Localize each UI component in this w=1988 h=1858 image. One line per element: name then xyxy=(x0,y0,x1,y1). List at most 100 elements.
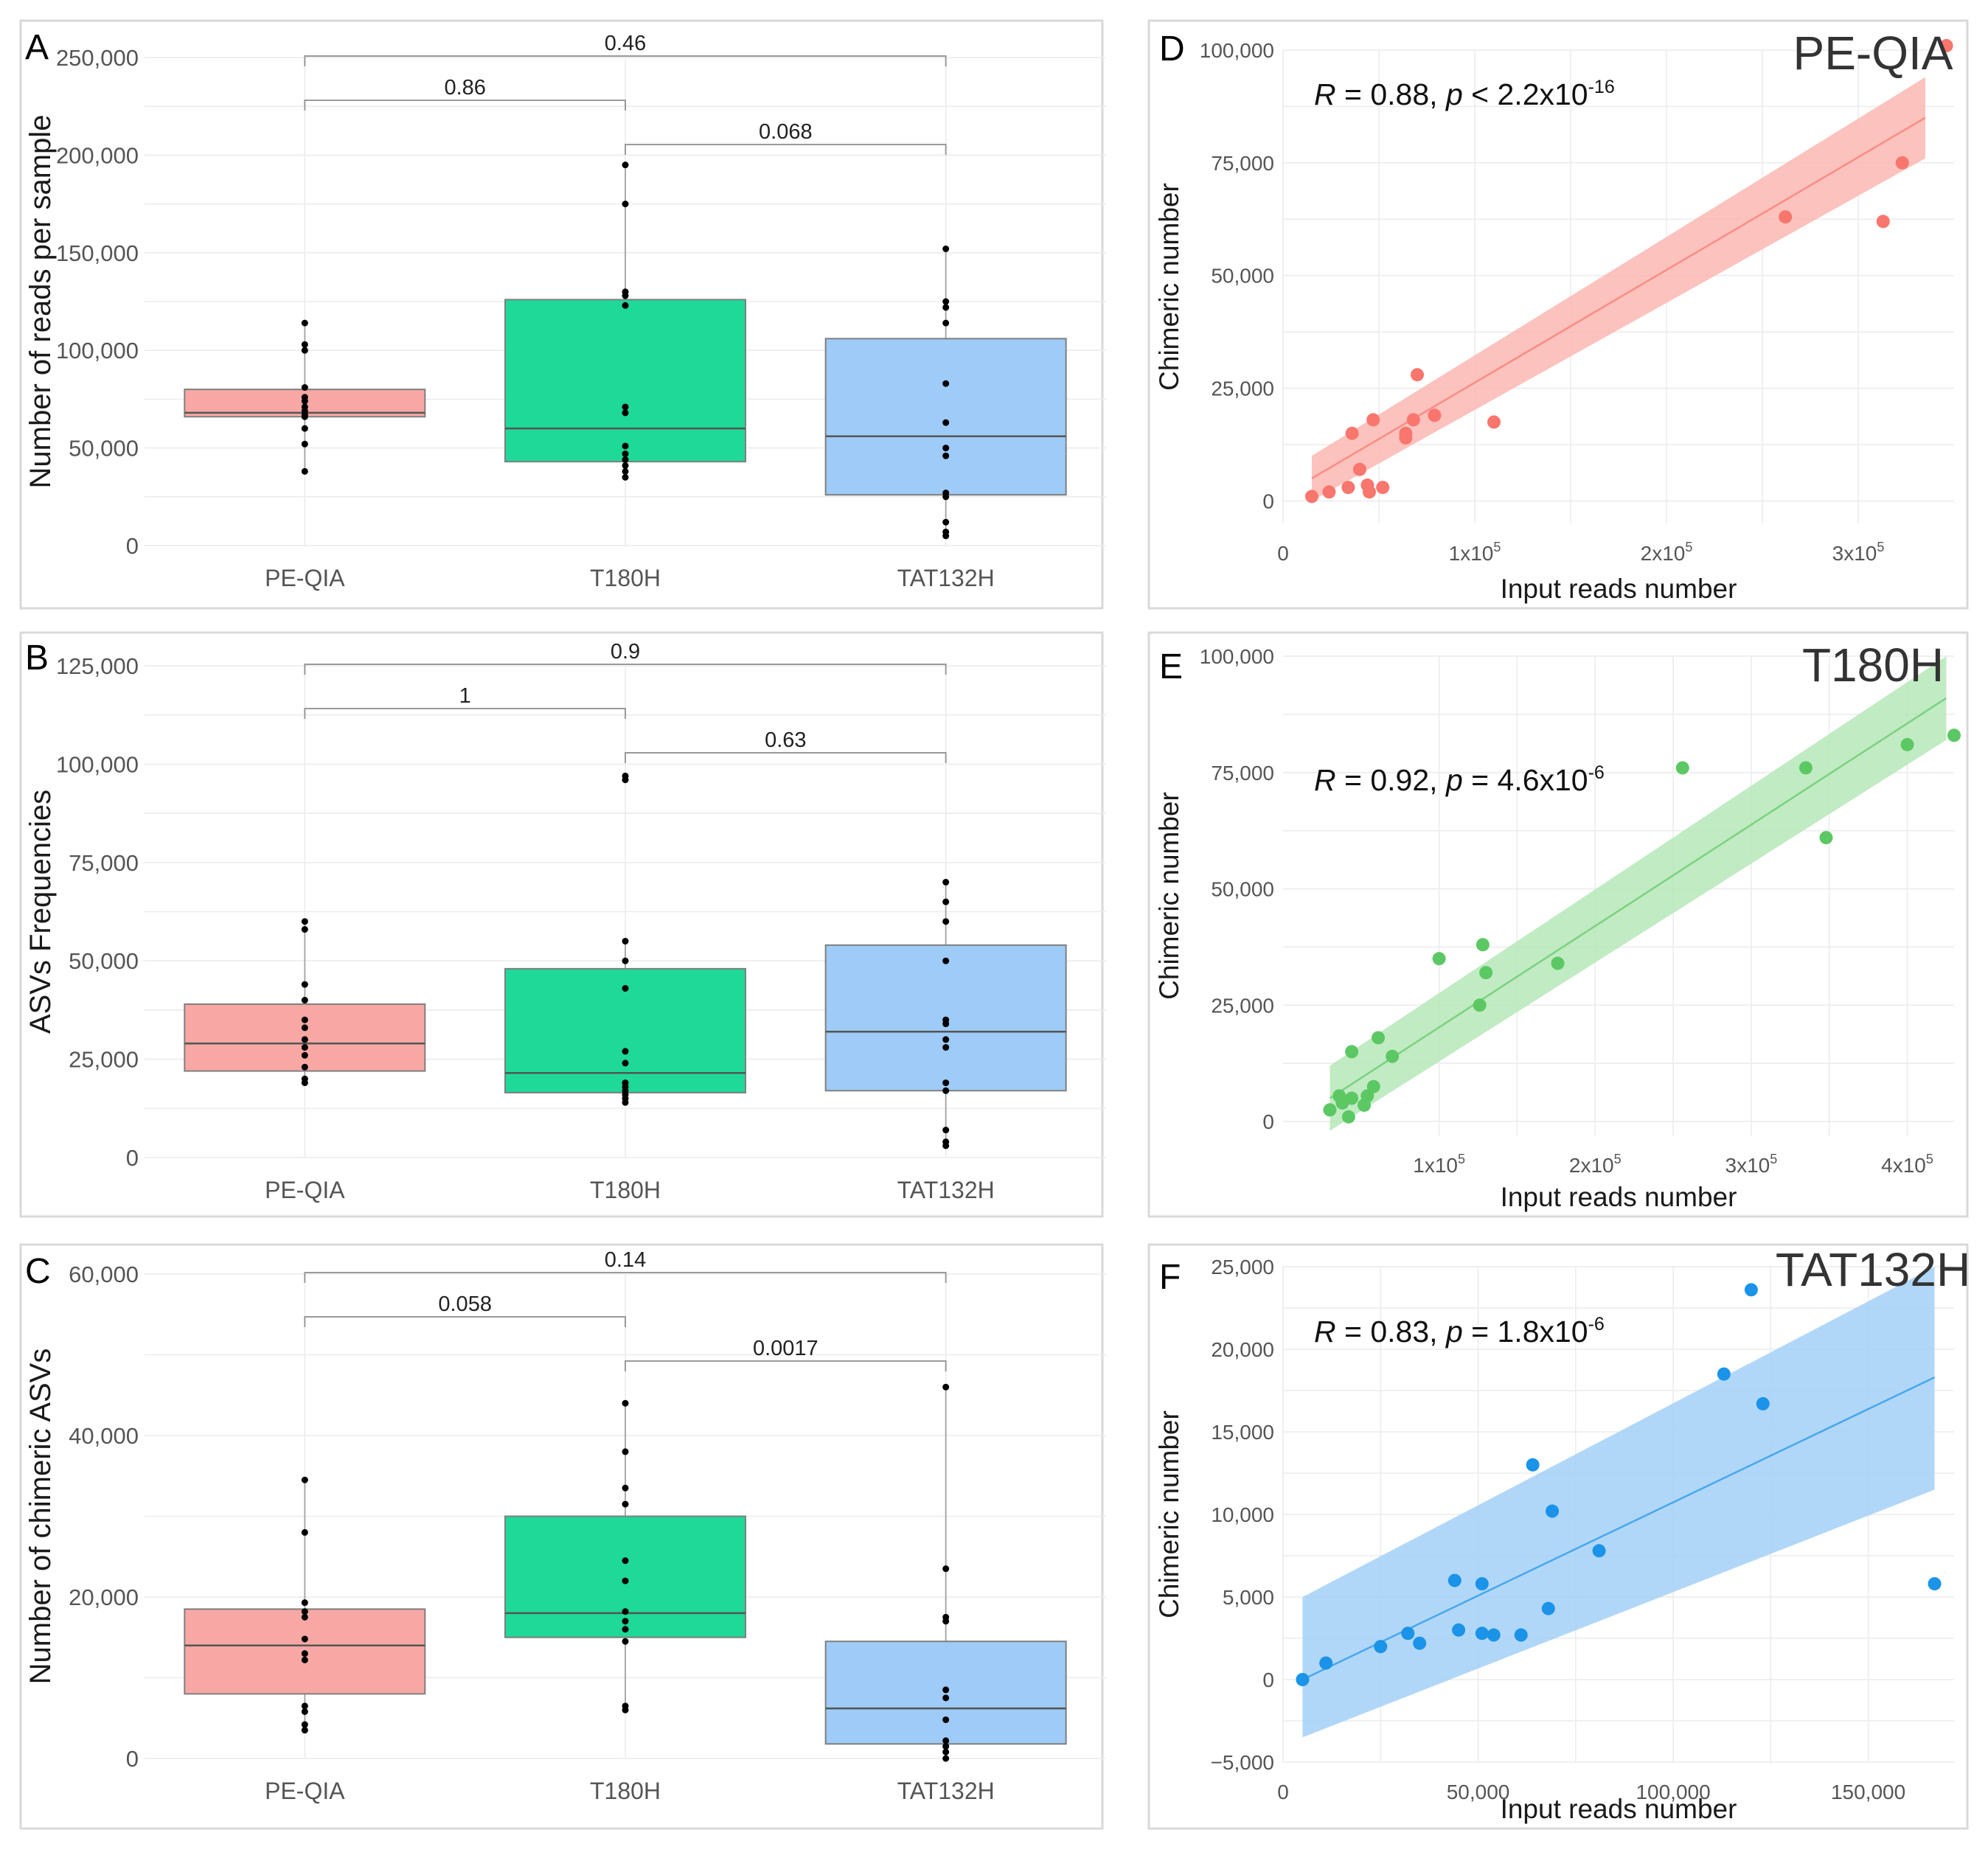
stat-part: p xyxy=(1445,763,1463,797)
data-point xyxy=(622,1484,629,1492)
data-point xyxy=(942,1079,950,1087)
data-point xyxy=(622,450,629,458)
data-point xyxy=(622,1060,629,1067)
x-tick-label: 2x105 xyxy=(1641,540,1693,565)
y-tick-label: 20,000 xyxy=(1211,1338,1274,1361)
x-tick-exponent: 5 xyxy=(1926,1152,1933,1166)
data-point xyxy=(1386,1049,1400,1063)
stat-part: 2.2x10 xyxy=(1498,77,1588,111)
data-point xyxy=(622,1618,629,1625)
y-axis-title: Chimeric number xyxy=(1154,792,1184,1000)
stat-part: p xyxy=(1445,1315,1463,1349)
x-tick-exponent: 5 xyxy=(1614,1152,1622,1166)
x-tick-mantissa: 50,000 xyxy=(1447,1781,1510,1803)
y-tick-label: 75,000 xyxy=(1211,762,1274,784)
confidence-band xyxy=(1330,656,1947,1131)
data-point xyxy=(622,1626,629,1633)
data-point xyxy=(1399,426,1413,440)
data-point xyxy=(301,1024,308,1031)
correlation-stat: R = 0.88, p < 2.2x10-16 xyxy=(1314,77,1615,111)
x-tick-mantissa: 100,000 xyxy=(1636,1781,1710,1803)
stat-part: = xyxy=(1336,1315,1371,1349)
x-tick-label: PE-QIA xyxy=(265,1778,345,1804)
stat-part: , xyxy=(1429,1315,1446,1349)
data-point xyxy=(622,1500,629,1508)
data-point xyxy=(1551,956,1565,970)
stat-part: = xyxy=(1336,763,1371,797)
x-axis-title: Input reads number xyxy=(1501,574,1737,604)
x-tick-exponent: 5 xyxy=(1458,1152,1465,1166)
x-axis-title: Input reads number xyxy=(1501,1182,1737,1212)
y-tick-label: 15,000 xyxy=(1211,1421,1274,1444)
data-point xyxy=(1353,462,1366,476)
x-tick-label: TAT132H xyxy=(897,1778,995,1804)
data-point xyxy=(622,1577,629,1584)
data-point xyxy=(942,1087,950,1094)
p-value-label: 0.9 xyxy=(611,640,640,664)
p-value-label: 0.46 xyxy=(605,32,646,55)
data-point xyxy=(1487,1628,1501,1642)
data-point xyxy=(1779,210,1793,224)
data-point xyxy=(1296,1673,1310,1686)
data-point xyxy=(301,1528,308,1536)
data-point xyxy=(1406,413,1420,427)
data-point xyxy=(942,1748,950,1756)
y-tick-label: 60,000 xyxy=(69,1262,139,1287)
x-tick-mantissa: 0 xyxy=(1277,1781,1289,1803)
x-tick-mantissa: 150,000 xyxy=(1831,1781,1905,1803)
x-tick-label: 100,000 xyxy=(1636,1781,1710,1803)
data-point xyxy=(622,1399,629,1407)
x-tick-mantissa: 2x10 xyxy=(1569,1154,1614,1177)
data-point xyxy=(622,288,629,296)
stat-part: = xyxy=(1463,1315,1498,1349)
data-point xyxy=(1479,966,1493,980)
x-tick-label: 0 xyxy=(1277,1781,1289,1803)
data-point xyxy=(301,926,308,933)
stat-part: , xyxy=(1429,763,1446,797)
data-point xyxy=(1475,1626,1489,1640)
stat-part: R xyxy=(1314,763,1336,797)
data-point xyxy=(1345,1045,1359,1059)
panel-letter: D xyxy=(1159,29,1185,69)
data-point xyxy=(1487,415,1501,429)
stat-exponent: -6 xyxy=(1588,762,1605,783)
data-point xyxy=(1717,1367,1731,1381)
data-point xyxy=(1452,1623,1466,1637)
p-value-label: 0.14 xyxy=(605,1248,646,1272)
data-point xyxy=(942,918,950,925)
y-tick-label: 50,000 xyxy=(1211,265,1274,288)
panel-letter: B xyxy=(25,639,49,678)
significance-bracket xyxy=(625,752,947,763)
y-tick-label: 100,000 xyxy=(56,751,139,777)
data-point xyxy=(942,528,950,535)
x-tick-mantissa: 3x10 xyxy=(1832,542,1877,565)
data-point xyxy=(301,1721,308,1728)
data-point xyxy=(942,445,950,452)
data-point xyxy=(1363,485,1376,499)
data-point xyxy=(301,1476,308,1483)
data-point xyxy=(1675,761,1689,775)
stat-part: = xyxy=(1336,77,1371,111)
data-point xyxy=(622,201,629,208)
panel-letter: C xyxy=(25,1252,51,1291)
x-tick-label: PE-QIA xyxy=(265,1177,345,1203)
p-value-label: 0.068 xyxy=(759,120,813,144)
data-point xyxy=(1744,1283,1758,1297)
data-point xyxy=(301,403,308,411)
data-point xyxy=(622,1048,629,1055)
data-point xyxy=(942,898,950,905)
significance-bracket xyxy=(304,1272,947,1283)
x-tick-exponent: 5 xyxy=(1877,540,1884,554)
y-axis-title: Chimeric number xyxy=(1154,183,1184,391)
x-tick-label: PE-QIA xyxy=(265,565,345,591)
y-tick-label: 40,000 xyxy=(69,1423,139,1449)
x-tick-label: T180H xyxy=(590,565,661,591)
chart-title: TAT132H xyxy=(1776,1243,1970,1296)
data-point xyxy=(942,1743,950,1750)
x-tick-label: 150,000 xyxy=(1831,1781,1905,1803)
data-point xyxy=(942,1694,950,1702)
panel-letter: E xyxy=(1159,647,1183,686)
data-point xyxy=(1428,408,1442,422)
